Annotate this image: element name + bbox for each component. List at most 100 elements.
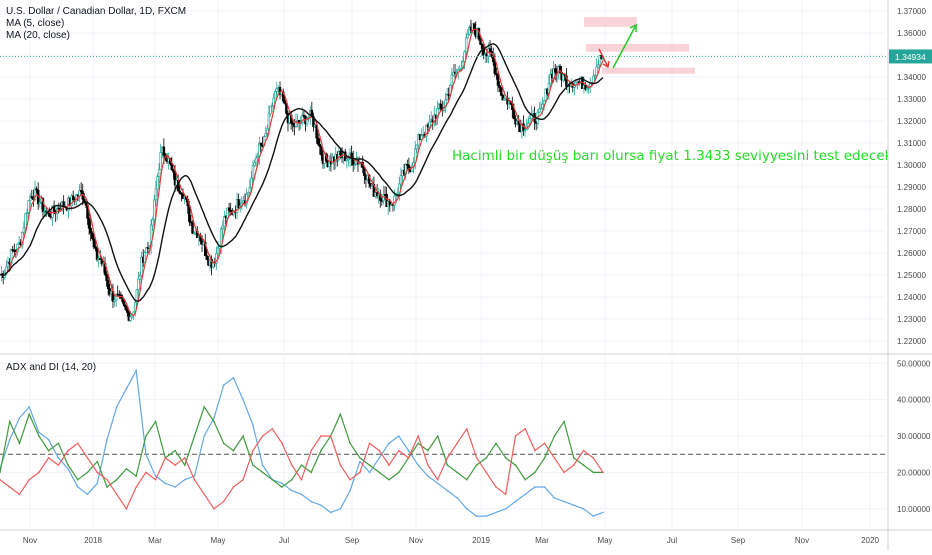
candle bbox=[436, 100, 439, 125]
resistance-zones bbox=[584, 16, 695, 74]
di_minus-point bbox=[252, 449, 254, 452]
candle bbox=[464, 32, 468, 58]
di_minus-point bbox=[602, 471, 604, 474]
candle bbox=[83, 193, 86, 203]
candle bbox=[316, 133, 320, 146]
di_plus-point bbox=[203, 406, 205, 408]
candle-body bbox=[406, 164, 409, 166]
adx-legend[interactable]: ADX and DI (14, 20) bbox=[6, 362, 97, 373]
candle-body bbox=[189, 221, 193, 224]
candle-body bbox=[106, 280, 110, 290]
candle bbox=[301, 107, 304, 126]
candle bbox=[145, 246, 148, 254]
candle bbox=[544, 88, 547, 103]
candle-body bbox=[154, 188, 158, 201]
candle-body bbox=[283, 100, 287, 104]
ma20-line bbox=[0, 43, 604, 302]
candle-body bbox=[266, 128, 269, 134]
di_plus-point bbox=[543, 457, 546, 459]
adx-point bbox=[164, 482, 167, 485]
candle-body bbox=[91, 232, 94, 240]
candle bbox=[181, 188, 185, 200]
candle-body bbox=[337, 150, 341, 161]
di_minus-point bbox=[271, 428, 274, 430]
candle bbox=[191, 220, 194, 235]
candle-body bbox=[153, 199, 156, 221]
candle-body bbox=[205, 255, 209, 260]
adx-point bbox=[154, 475, 157, 477]
candle-body bbox=[417, 134, 420, 146]
candle bbox=[337, 147, 341, 162]
candle-body bbox=[316, 137, 320, 145]
last-price-label: 1.34934 bbox=[895, 52, 926, 62]
candle-body bbox=[25, 212, 29, 214]
di_minus-point bbox=[281, 442, 283, 445]
candle-body bbox=[561, 74, 565, 81]
adx-point bbox=[339, 508, 342, 510]
candle-body bbox=[493, 61, 497, 74]
candle bbox=[248, 179, 252, 197]
resistance-zone bbox=[584, 16, 637, 27]
candle-body bbox=[275, 88, 279, 92]
candle bbox=[156, 173, 159, 197]
candle bbox=[105, 271, 108, 287]
adx-point bbox=[407, 449, 410, 452]
di_plus-point bbox=[475, 464, 478, 466]
di_plus-point bbox=[77, 478, 79, 481]
price-tick-label: 1.31000 bbox=[897, 139, 926, 148]
candle-body bbox=[312, 116, 315, 128]
di_plus-point bbox=[291, 478, 293, 481]
adx-point bbox=[475, 515, 478, 517]
candle bbox=[407, 157, 411, 174]
candle-body bbox=[95, 247, 99, 260]
candle bbox=[285, 102, 288, 116]
price-tick-label: 1.24000 bbox=[897, 293, 926, 302]
candle bbox=[138, 271, 142, 284]
candle-body bbox=[24, 213, 27, 229]
candle-body bbox=[394, 194, 398, 197]
candle-body bbox=[445, 93, 449, 101]
down-arrow-shaft bbox=[598, 48, 609, 68]
candle bbox=[62, 195, 65, 215]
adx-point bbox=[86, 493, 89, 496]
adx-point bbox=[417, 464, 420, 466]
di_minus-point bbox=[145, 471, 147, 474]
di_minus-point bbox=[320, 435, 322, 437]
candle bbox=[312, 112, 315, 132]
di_minus-point bbox=[417, 435, 420, 437]
price-tick-label: 1.33000 bbox=[897, 95, 926, 104]
candle-body bbox=[585, 87, 589, 90]
di_minus-point bbox=[456, 442, 458, 445]
candle bbox=[297, 119, 301, 131]
candle-body bbox=[250, 177, 253, 188]
candle-body bbox=[180, 192, 183, 195]
di_plus-point bbox=[47, 449, 50, 452]
di_minus-point bbox=[436, 478, 439, 481]
adx-tick-label: 20.00000 bbox=[897, 468, 931, 477]
candle bbox=[554, 63, 557, 81]
symbol-title[interactable]: U.S. Dollar / Canadian Dollar, 1D, FXCM bbox=[6, 6, 187, 17]
candle-body bbox=[172, 169, 175, 173]
candle-body bbox=[318, 143, 322, 147]
adx-tick-label: 10.00000 bbox=[897, 505, 931, 514]
candle-body bbox=[140, 256, 143, 276]
candle bbox=[538, 102, 541, 114]
candle-body bbox=[157, 169, 161, 177]
di_minus-point bbox=[534, 449, 536, 452]
ma5-legend[interactable]: MA (5, close) bbox=[6, 18, 65, 29]
adx-point bbox=[242, 398, 244, 401]
candle bbox=[385, 186, 388, 208]
di_plus-point bbox=[67, 464, 69, 466]
candle bbox=[598, 54, 602, 67]
di_minus-point bbox=[213, 508, 215, 510]
adx-point bbox=[8, 438, 11, 441]
ma20-legend[interactable]: MA (20, close) bbox=[6, 30, 70, 41]
candle-body bbox=[480, 44, 484, 49]
candle-body bbox=[38, 202, 42, 205]
di_minus-point bbox=[242, 478, 244, 481]
candle-body bbox=[499, 87, 503, 96]
adx-point bbox=[145, 453, 147, 456]
candle-body bbox=[425, 124, 428, 137]
candle-body bbox=[466, 33, 470, 39]
